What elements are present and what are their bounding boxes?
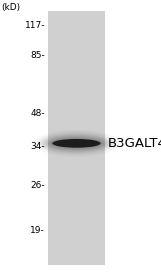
Bar bbox=[48, 11, 105, 265]
Text: B3GALT4: B3GALT4 bbox=[108, 137, 161, 150]
Text: 117-: 117- bbox=[25, 22, 45, 30]
Ellipse shape bbox=[51, 138, 102, 148]
Text: (kD): (kD) bbox=[2, 3, 21, 12]
Text: 85-: 85- bbox=[30, 52, 45, 60]
Text: 48-: 48- bbox=[30, 109, 45, 118]
Text: 19-: 19- bbox=[30, 226, 45, 235]
Text: 26-: 26- bbox=[30, 181, 45, 190]
Text: 34-: 34- bbox=[30, 142, 45, 150]
Ellipse shape bbox=[52, 139, 101, 148]
